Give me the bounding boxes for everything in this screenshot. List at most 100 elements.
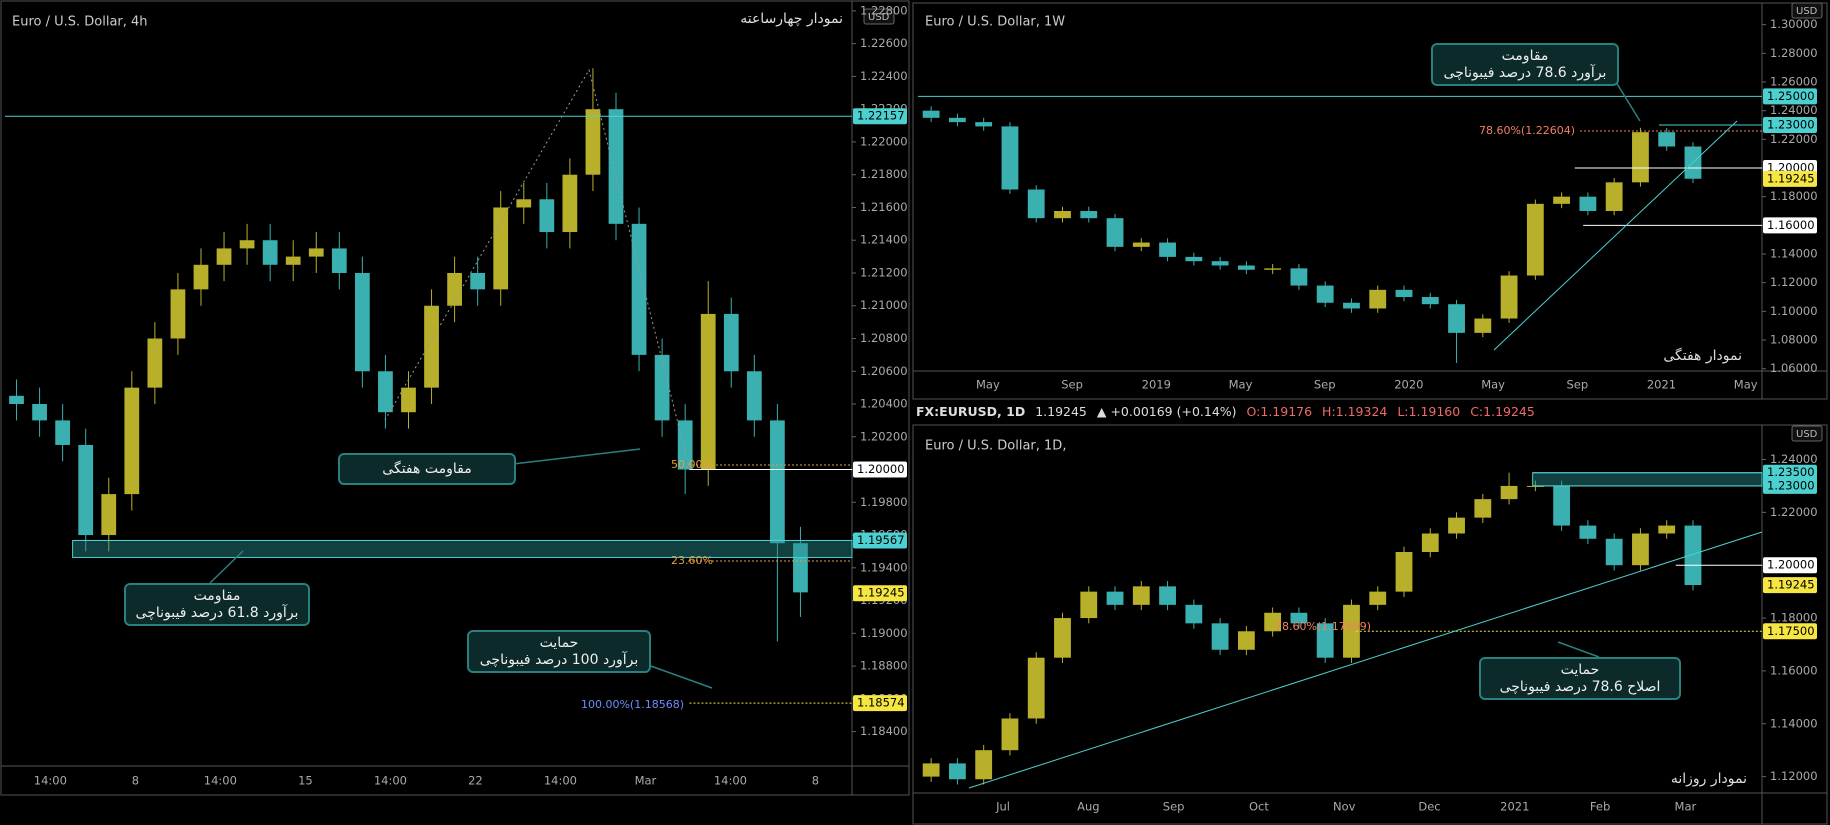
candle-body [1579, 196, 1597, 212]
fib-label: 78.60%(1.22604) [1479, 124, 1575, 137]
pointer [1557, 641, 1600, 658]
level-badge [1763, 557, 1817, 574]
x-tick-label: Sep [1061, 378, 1083, 392]
candle-body [1553, 485, 1571, 526]
candle-body [1264, 612, 1282, 632]
candle-body [631, 223, 647, 355]
pointer [512, 448, 641, 465]
level-label: 1.18574 [857, 696, 905, 710]
level-label: 1.20000 [857, 462, 905, 476]
currency-badge [863, 8, 895, 25]
level-badge [853, 108, 907, 125]
ohlc: H:1.19324 [1322, 404, 1388, 419]
fib-zigzag [384, 68, 690, 468]
candle-body [216, 248, 232, 265]
x-tick-label: 14:00 [714, 774, 747, 788]
level-label: 1.17500 [1767, 624, 1815, 638]
y-tick-label: 1.18000 [1770, 189, 1818, 203]
candle-body [170, 289, 186, 339]
x-tick-label: Oct [1249, 800, 1269, 814]
fib-label: 100.00%(1.18568) [581, 698, 684, 711]
y-tick-label: 1.19000 [860, 626, 908, 640]
candle-body [723, 313, 739, 372]
note-box: حمایت برآورد 100 درصد فیبوناچی [467, 630, 651, 673]
candle-body [585, 109, 601, 175]
candle-body [1526, 203, 1544, 276]
level-badge [1763, 464, 1817, 481]
y-tick-label: 1.18800 [860, 659, 908, 673]
candle-body [922, 110, 940, 118]
candle-body [1343, 604, 1360, 658]
candle-body [1395, 289, 1413, 298]
y-tick-label: 1.22000 [860, 134, 908, 148]
candle-body [1054, 618, 1071, 658]
y-tick-label: 1.26000 [1770, 74, 1818, 88]
y-tick-label: 1.19400 [860, 560, 908, 574]
candle-body [700, 313, 716, 470]
x-tick-label: 8 [132, 774, 139, 788]
candle-body [975, 122, 993, 127]
chart: Euro / U.S. Dollar, 1D, USD 1.12000 1.14000… [922, 425, 1823, 814]
candle-body [1395, 551, 1413, 592]
level-badge [1763, 88, 1817, 105]
subtitle: نمودار هفتگی [1663, 348, 1742, 364]
candle-body [470, 272, 486, 290]
candle-body [1290, 612, 1308, 624]
level-label: 1.23500 [1767, 465, 1815, 479]
candle-body [1605, 538, 1623, 566]
y-tick-label: 1.06000 [1770, 361, 1818, 375]
candle-body [1237, 631, 1255, 650]
chart: Euro / U.S. Dollar, 4hUSD1.184001.186001… [5, 3, 908, 788]
currency-badge [1791, 425, 1823, 442]
currency-badge [1791, 2, 1823, 19]
candle-body [493, 207, 509, 290]
y-tick-label: 1.24000 [1770, 103, 1818, 117]
candle-body [948, 763, 966, 780]
x-tick-label: Jul [995, 800, 1010, 814]
y-tick-label: 1.20800 [860, 331, 908, 345]
level-label: 1.19567 [857, 533, 905, 547]
x-tick-label: May [1229, 378, 1253, 392]
candle-body [101, 494, 117, 536]
y-tick-label: 1.21800 [860, 167, 908, 181]
trendline [1493, 120, 1738, 351]
currency: USD [1796, 6, 1818, 17]
candle-body [922, 763, 940, 777]
y-tick-label: 1.22800 [860, 3, 908, 17]
y-tick-label: 1.22000 [1770, 505, 1818, 519]
candle-body [32, 404, 47, 421]
note-line: برآورد 61.8 درصد فیبوناچی [135, 605, 299, 621]
candle-body [1500, 485, 1518, 500]
y-tick-label: 1.20600 [860, 364, 908, 378]
candle-body [1106, 218, 1124, 247]
candle-body [1211, 261, 1229, 266]
currency: USD [868, 12, 890, 23]
y-tick-label: 1.21600 [860, 200, 908, 214]
x-tick-label: Sep [1314, 378, 1336, 392]
zone [72, 539, 853, 558]
candle-body [78, 444, 94, 536]
y-tick-label: 1.19800 [860, 495, 908, 509]
ohlc: L:1.19160 [1397, 404, 1461, 419]
y-tick-label: 1.12000 [1770, 275, 1818, 289]
y-tick-label: 1.16000 [1770, 663, 1818, 677]
y-tick-label: 1.21000 [860, 298, 908, 312]
fib-label: 78.60%(1.17699) [1275, 620, 1371, 633]
note-box: مقاومت برآورد 61.8 درصد فیبوناچی [124, 583, 310, 626]
candle-body [1632, 132, 1649, 183]
level-badge [1763, 477, 1817, 494]
note-line: برآورد 78.6 درصد فیبوناچی [1443, 65, 1607, 81]
chart-title: Euro / U.S. Dollar, 1D, [925, 439, 1066, 454]
level-label: 1.20000 [1767, 558, 1815, 572]
level-badge [853, 695, 907, 712]
candle-body [1421, 297, 1439, 305]
y-tick-label: 1.20400 [860, 397, 908, 411]
level-badge [1763, 623, 1817, 640]
symbol-header: FX:EURUSD, 1D 1.19245 ▲ +0.00169 (+0.14%… [916, 404, 1541, 419]
note-line: مقاومت [1501, 48, 1549, 64]
chart-title: Euro / U.S. Dollar, 1W [925, 15, 1065, 30]
y-tick-label: 1.12000 [1770, 769, 1818, 783]
note-box: حمایت اصلاح 78.6 درصد فیبوناچی [1479, 657, 1681, 700]
